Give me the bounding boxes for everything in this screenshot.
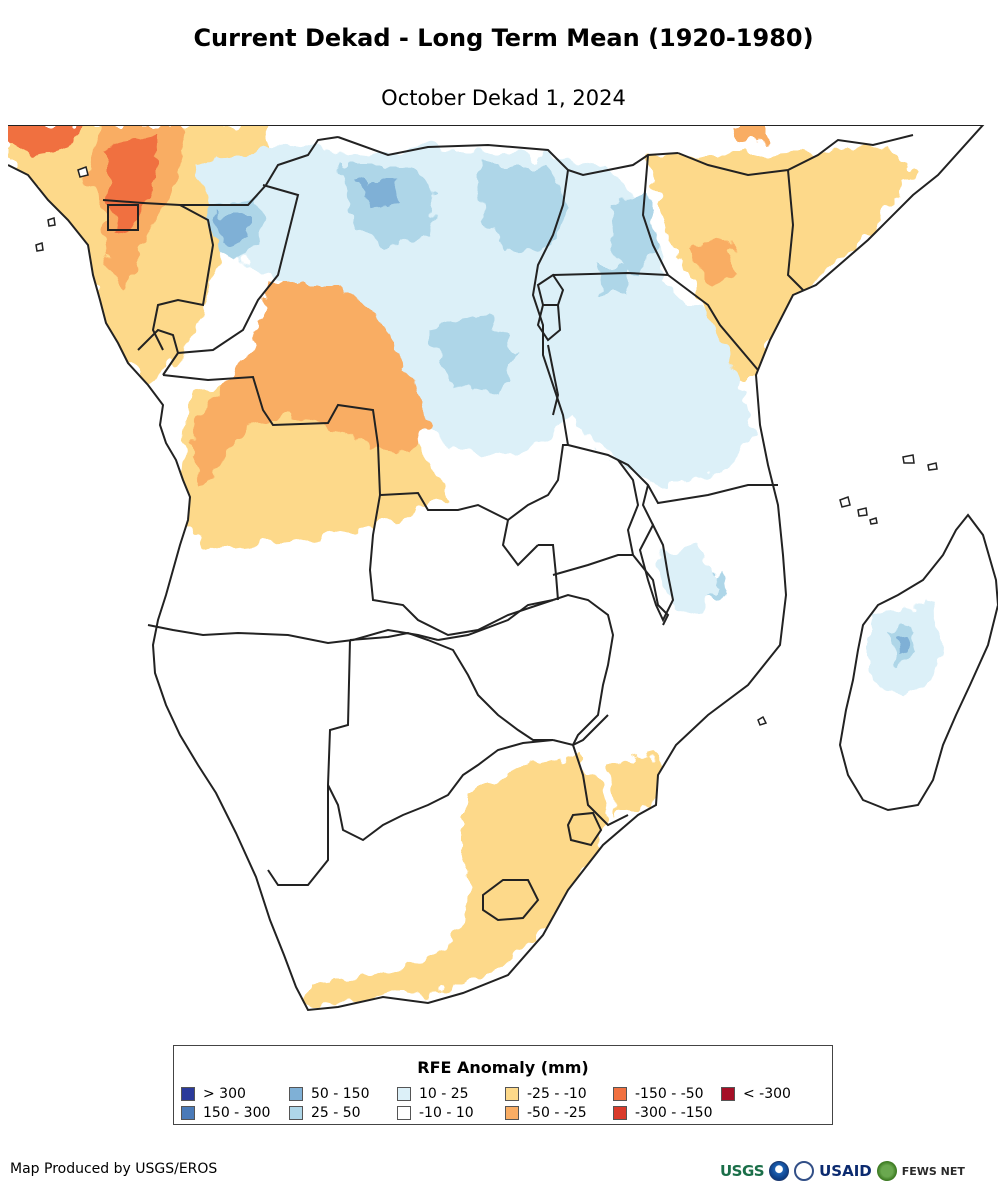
anomaly-shading [8,125,913,1005]
islands [35,166,938,726]
legend-item: -150 - -50 [613,1084,721,1103]
legend-label: > 300 [203,1085,246,1102]
legend-item: 50 - 150 [289,1084,397,1103]
noaa-logo-icon [769,1161,790,1181]
legend-label: -50 - -25 [527,1104,587,1121]
legend-item: 10 - 25 [397,1084,505,1103]
legend-item: 25 - 50 [289,1103,397,1122]
map-canvas [7,124,1000,1012]
legend-swatch [721,1086,735,1101]
legend-swatch [613,1086,627,1101]
legend-label: < -300 [743,1085,791,1102]
legend-box: RFE Anomaly (mm) > 300 150 - 300 50 - 150 2… [173,1045,833,1125]
legend-swatch [181,1105,195,1120]
legend-label: -300 - -150 [635,1104,713,1121]
legend-label: 150 - 300 [203,1104,271,1121]
usgs-logo: USGS [720,1162,765,1180]
legend-title: RFE Anomaly (mm) [417,1058,589,1077]
legend-swatch [289,1086,303,1101]
legend-item: 150 - 300 [181,1103,289,1122]
map-title: Current Dekad - Long Term Mean (1920-198… [193,24,814,52]
fews-net-logo: FEWS NET [901,1164,965,1178]
madagascar [838,513,1000,812]
legend-item: -50 - -25 [505,1103,613,1122]
legend-swatch [397,1105,411,1120]
anomaly-map [7,124,1000,1025]
legend-label: -25 - -10 [527,1085,587,1102]
country-borders [102,134,914,922]
legend-label: 50 - 150 [311,1085,370,1102]
legend-grid: > 300 150 - 300 50 - 150 25 - 50 10 - 25 -10 … [181,1084,831,1122]
legend-swatch [505,1086,519,1101]
legend-swatch [613,1105,627,1120]
legend-swatch [181,1086,195,1101]
legend-label: -10 - 10 [419,1104,474,1121]
logo-strip: USGS USAID FEWS NET [720,1156,1005,1186]
coastline [7,124,986,1012]
legend-label: 10 - 25 [419,1085,469,1102]
usaid-logo: USAID [819,1162,872,1180]
fews-globe-icon [876,1161,897,1181]
legend-item: -25 - -10 [505,1084,613,1103]
map-subtitle: October Dekad 1, 2024 [381,86,626,110]
legend-item: -300 - -150 [613,1103,721,1122]
legend-item: -10 - 10 [397,1103,505,1122]
legend-swatch [289,1105,303,1120]
legend-swatch [397,1086,411,1101]
legend-label: 25 - 50 [311,1104,361,1121]
legend-swatch [505,1105,519,1120]
legend-item: < -300 [721,1084,821,1103]
legend-item: > 300 [181,1084,289,1103]
state-department-seal-icon [794,1161,815,1181]
credit-text: Map Produced by USGS/EROS [10,1161,218,1177]
legend-label: -150 - -50 [635,1085,704,1102]
